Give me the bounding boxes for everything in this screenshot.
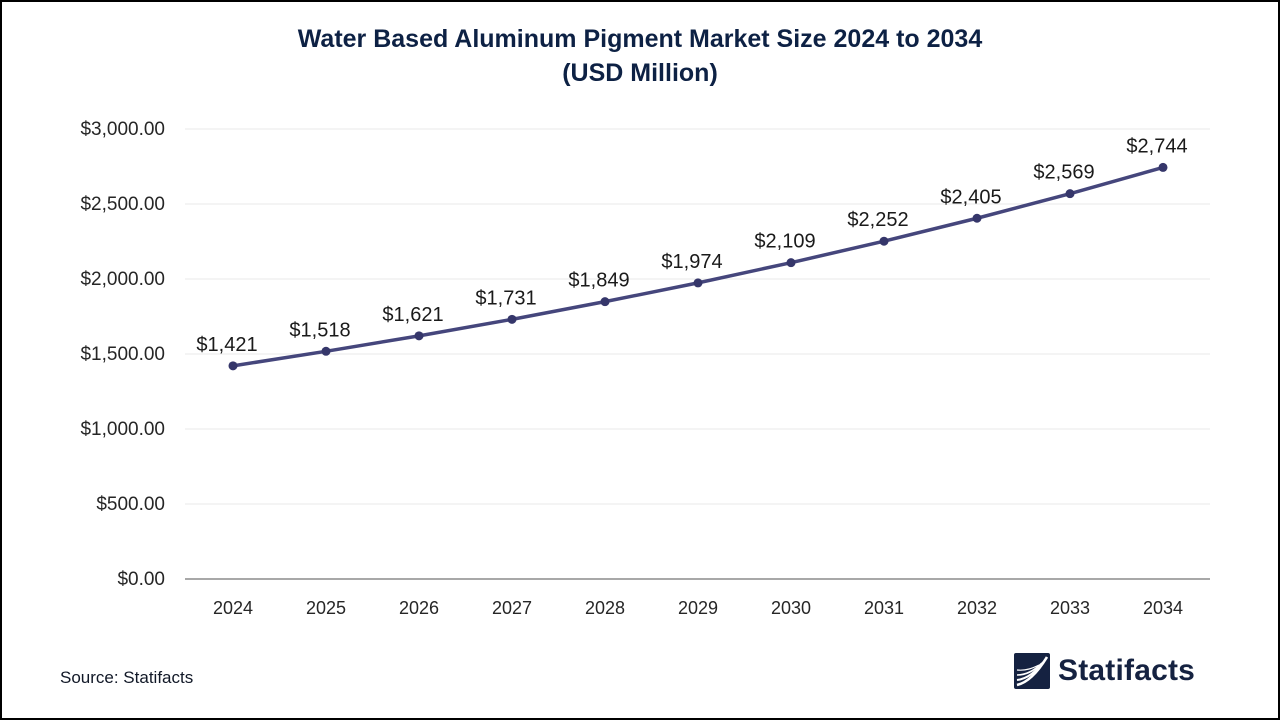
y-tick-label: $500.00 <box>96 494 165 515</box>
y-tick-label: $0.00 <box>117 569 165 590</box>
data-point-label: $1,849 <box>568 270 629 292</box>
data-point <box>507 314 517 324</box>
line-chart: $0.00 $500.00 $1,000.00 $1,500.00 $2,000.00 $… <box>80 119 1210 618</box>
data-point-label: $1,621 <box>382 304 443 326</box>
data-point-label: $2,109 <box>754 231 815 253</box>
data-point-label: $2,744 <box>1126 135 1187 157</box>
y-tick-label: $2,500.00 <box>80 194 165 215</box>
data-point-label: $1,518 <box>289 319 350 341</box>
x-tick-label: 2026 <box>399 598 439 618</box>
x-tick-label: 2034 <box>1143 598 1183 618</box>
x-tick-label: 2027 <box>492 598 532 618</box>
data-point <box>321 346 331 356</box>
x-tick-label: 2030 <box>771 598 811 618</box>
x-tick-label: 2032 <box>957 598 997 618</box>
statifacts-logo-icon <box>1014 653 1050 689</box>
data-point-label: $2,569 <box>1033 162 1094 184</box>
chart-title-line1: Water Based Aluminum Pigment Market Size… <box>297 25 983 53</box>
data-point-label: $1,731 <box>475 287 536 309</box>
y-tick-label: $1,000.00 <box>80 419 165 440</box>
data-point-label: $2,252 <box>847 209 908 231</box>
x-tick-label: 2033 <box>1050 598 1090 618</box>
y-tick-label: $1,500.00 <box>80 344 165 365</box>
data-point <box>972 213 982 223</box>
data-point <box>600 297 610 307</box>
source-note: Source: Statifacts <box>60 668 194 687</box>
data-point-label: $2,405 <box>940 186 1001 208</box>
x-tick-label: 2029 <box>678 598 718 618</box>
data-point <box>228 361 238 371</box>
chart-title-line2: (USD Million) <box>562 59 718 87</box>
x-tick-label: 2024 <box>213 598 253 618</box>
y-tick-label: $2,000.00 <box>80 269 165 290</box>
y-tick-label: $3,000.00 <box>80 119 165 140</box>
data-point <box>1065 189 1075 199</box>
statifacts-branding: Statifacts <box>1014 652 1195 690</box>
x-tick-label: 2028 <box>585 598 625 618</box>
data-point <box>1158 162 1168 172</box>
data-point <box>693 278 703 288</box>
data-point-label: $1,421 <box>196 334 257 356</box>
x-tick-label: 2025 <box>306 598 346 618</box>
data-point <box>879 236 889 246</box>
data-point <box>786 258 796 268</box>
chart-title: Water Based Aluminum Pigment Market Size… <box>2 22 1278 90</box>
data-point <box>414 331 424 341</box>
statifacts-logo-text: Statifacts <box>1058 654 1196 687</box>
data-point-label: $1,974 <box>661 251 722 273</box>
x-tick-label: 2031 <box>864 598 904 618</box>
